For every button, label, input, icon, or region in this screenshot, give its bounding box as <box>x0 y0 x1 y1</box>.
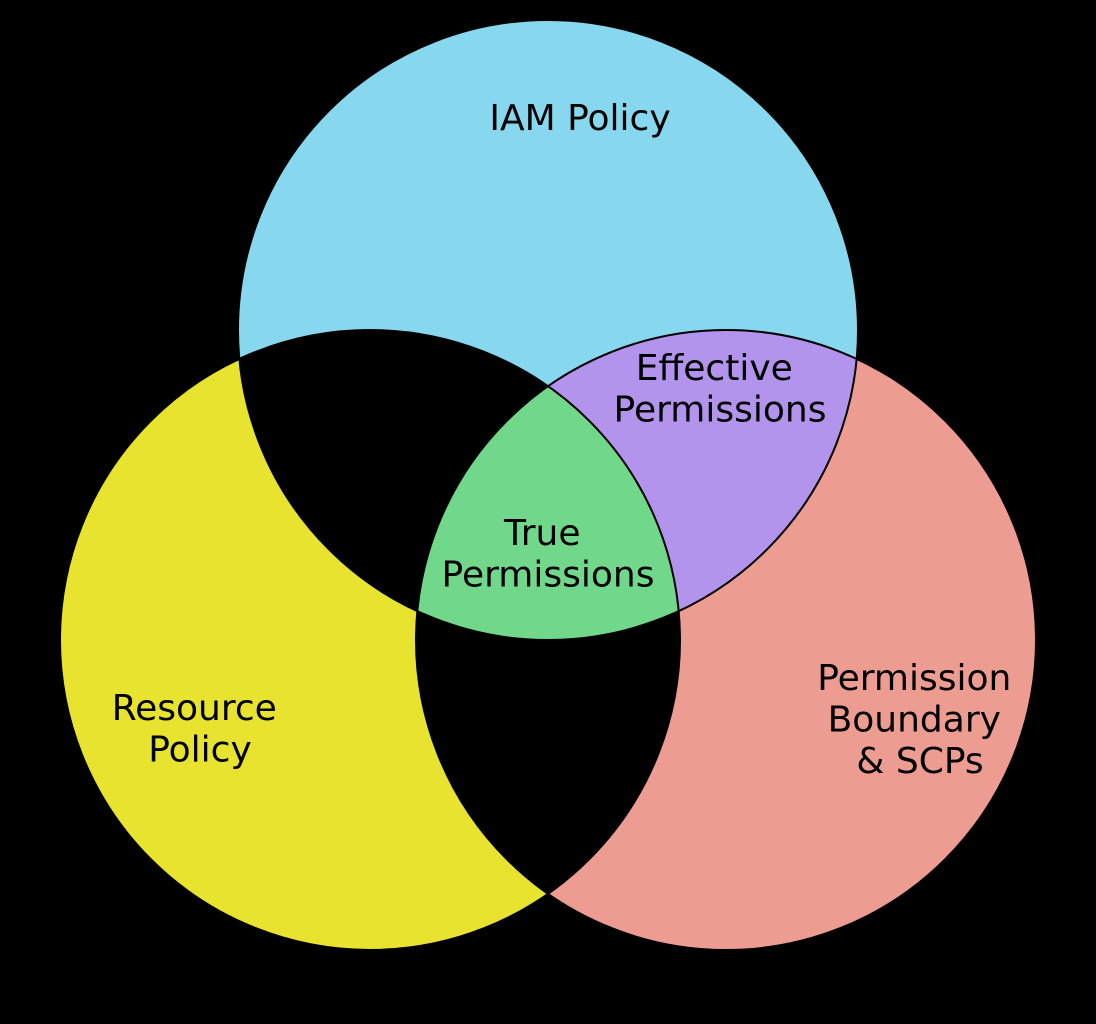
label-effective-permissions: Effective Permissions <box>614 348 827 430</box>
venn-diagram: IAM Policy Resource Policy Permission Bo… <box>0 0 1096 1024</box>
label-iam-policy: IAM Policy <box>489 98 670 139</box>
